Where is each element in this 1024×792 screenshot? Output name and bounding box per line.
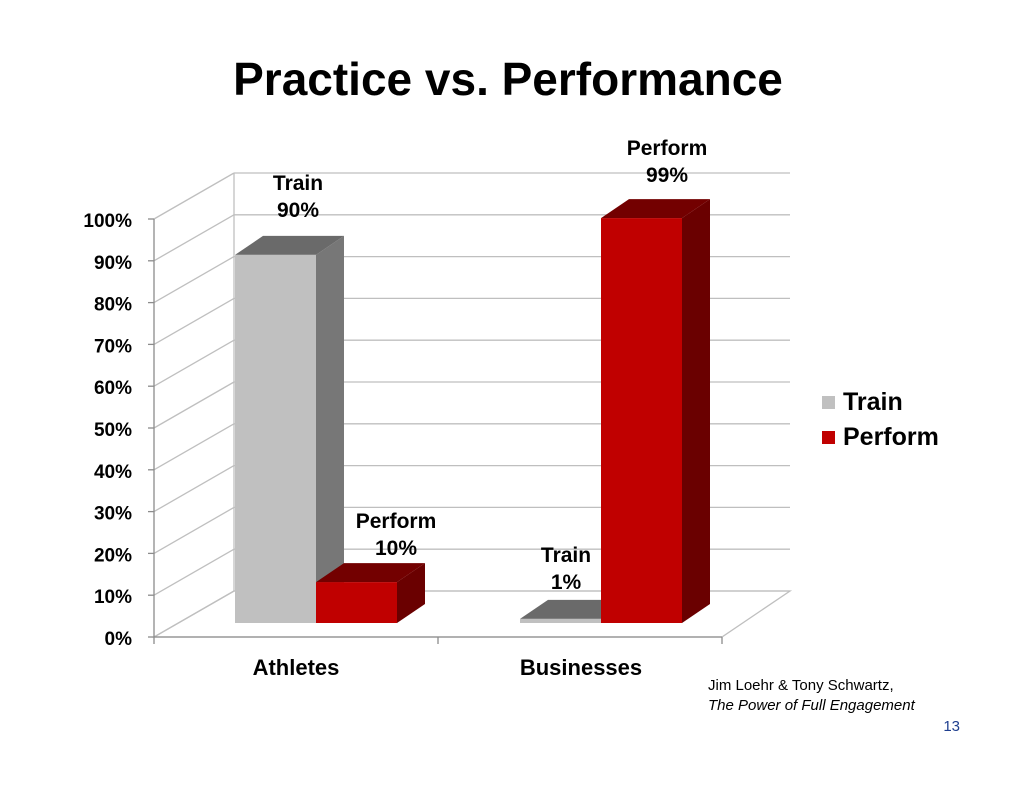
citation-authors: Jim Loehr & Tony Schwartz, — [708, 677, 894, 694]
train-bar-businesses — [520, 618, 601, 623]
page-title: Practice vs. Performance — [233, 53, 783, 105]
y-tick-label: 0% — [105, 629, 133, 650]
chart-legend: Train Perform — [822, 385, 939, 455]
y-tick-label: 20% — [94, 545, 132, 566]
gridline-side-6 — [153, 339, 235, 387]
legend-label-perform: Perform — [843, 423, 939, 451]
y-tick-label: 50% — [94, 420, 132, 441]
x-category-label: Athletes — [253, 655, 340, 680]
gridline-side-3 — [153, 465, 235, 513]
gridline-side-7 — [153, 297, 235, 345]
legend-swatch-train — [822, 396, 835, 409]
perform-bar-businesses-side — [682, 199, 710, 623]
y-tick-label: 70% — [94, 336, 132, 357]
gridline-side-5 — [153, 381, 235, 429]
gridline-side-2 — [153, 506, 235, 554]
gridline-side-8 — [153, 256, 235, 304]
train-bar-athletes — [235, 254, 316, 623]
x-category-label: Businesses — [520, 655, 642, 680]
data-label: 1% — [551, 571, 582, 594]
data-label: Perform — [356, 510, 437, 533]
y-tick-label: 40% — [94, 462, 132, 483]
gridline-side-10 — [153, 172, 235, 220]
gridline-side-9 — [153, 214, 235, 262]
y-tick-label: 10% — [94, 587, 132, 608]
perform-bar-athletes-top — [316, 563, 425, 583]
gridline-side-1 — [153, 548, 235, 596]
perform-bar-athletes — [316, 582, 397, 623]
train-bar-athletes-top — [235, 235, 344, 255]
legend-item-perform[interactable]: Perform — [822, 420, 939, 455]
y-tick-label: 90% — [94, 253, 132, 274]
data-label: 10% — [375, 537, 417, 560]
legend-swatch-perform — [822, 431, 835, 444]
y-tick-label: 30% — [94, 504, 132, 525]
data-label: Perform — [627, 137, 708, 160]
data-label: 99% — [646, 164, 688, 187]
data-label: Train — [541, 544, 591, 567]
perform-bar-businesses — [601, 218, 682, 623]
citation-book-title: The Power of Full Engagement — [708, 697, 915, 714]
legend-item-train[interactable]: Train — [822, 385, 939, 420]
data-label: Train — [273, 172, 323, 195]
legend-label-train: Train — [843, 388, 903, 416]
y-tick-label: 60% — [94, 378, 132, 399]
gridline-side-4 — [153, 423, 235, 471]
perform-bar-athletes-side — [397, 563, 425, 623]
y-tick-label: 80% — [94, 295, 132, 316]
page-number: 13 — [943, 718, 960, 735]
train-bar-athletes-side — [316, 235, 344, 623]
data-label: 90% — [277, 199, 319, 222]
y-tick-label: 100% — [83, 211, 132, 232]
perform-bar-businesses-top — [601, 199, 710, 219]
citation: Jim Loehr & Tony Schwartz, The Power of … — [708, 676, 960, 716]
